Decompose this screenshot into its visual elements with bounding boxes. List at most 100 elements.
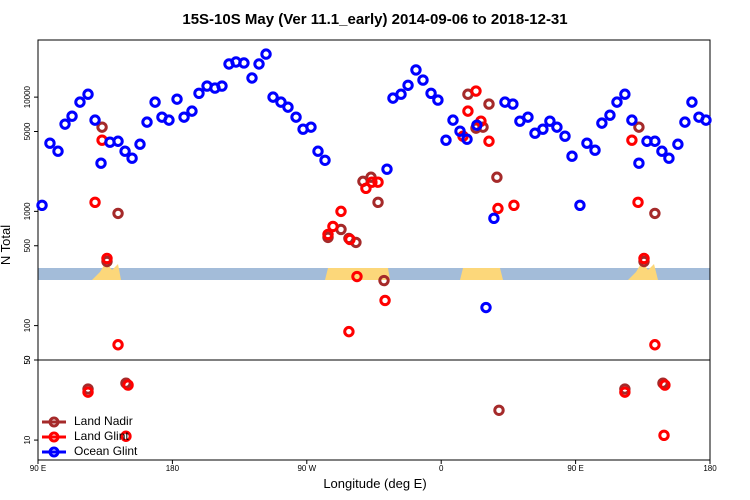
marker bbox=[360, 182, 372, 195]
marker bbox=[96, 121, 108, 133]
marker bbox=[488, 212, 500, 225]
marker bbox=[246, 72, 258, 84]
marker bbox=[581, 137, 593, 149]
x-tick-label: 90 W bbox=[297, 464, 316, 473]
x-tick-label: 180 bbox=[166, 464, 180, 473]
marker bbox=[470, 85, 482, 97]
marker bbox=[36, 199, 48, 212]
marker bbox=[238, 57, 250, 69]
marker bbox=[378, 274, 390, 287]
marker bbox=[402, 79, 414, 91]
marker bbox=[522, 111, 534, 123]
marker bbox=[454, 125, 466, 137]
x-tick-label: 90 E bbox=[30, 464, 46, 473]
marker bbox=[461, 133, 473, 145]
marker bbox=[649, 135, 661, 147]
legend-label: Ocean Glint bbox=[74, 444, 138, 458]
marker bbox=[686, 96, 698, 108]
marker bbox=[483, 135, 495, 147]
marker bbox=[112, 339, 124, 351]
marker bbox=[462, 105, 474, 117]
land-band bbox=[92, 262, 121, 280]
marker bbox=[275, 96, 287, 108]
land-band bbox=[460, 268, 503, 280]
chart-title: 15S-10S May (Ver 11.1_early) 2014-09-06 … bbox=[182, 11, 567, 28]
marker bbox=[507, 98, 519, 110]
marker bbox=[638, 252, 650, 265]
marker bbox=[89, 196, 101, 209]
marker bbox=[425, 87, 437, 100]
legend-marker bbox=[48, 431, 60, 443]
marker bbox=[663, 152, 675, 164]
marker bbox=[149, 96, 161, 108]
marker bbox=[163, 114, 175, 126]
marker bbox=[120, 430, 132, 442]
land-band bbox=[325, 268, 390, 280]
marker bbox=[417, 74, 429, 86]
marker bbox=[480, 301, 492, 314]
marker bbox=[193, 87, 205, 100]
marker bbox=[122, 379, 134, 391]
marker bbox=[395, 88, 407, 100]
x-axis-label: Longitude (deg E) bbox=[323, 476, 426, 491]
marker bbox=[335, 205, 347, 218]
marker bbox=[492, 202, 504, 215]
y-tick-label: 5000 bbox=[23, 122, 32, 140]
marker bbox=[589, 144, 601, 156]
y-tick-label: 50 bbox=[23, 355, 32, 364]
y-tick-label: 100 bbox=[23, 318, 32, 332]
marker bbox=[89, 114, 101, 126]
y-tick-label: 50 bbox=[23, 355, 32, 364]
marker bbox=[253, 58, 265, 70]
marker bbox=[372, 176, 384, 188]
marker bbox=[656, 145, 668, 157]
marker bbox=[366, 176, 378, 188]
marker bbox=[649, 207, 661, 220]
marker bbox=[566, 150, 578, 162]
marker bbox=[633, 157, 645, 169]
marker bbox=[343, 325, 355, 338]
marker bbox=[290, 111, 302, 123]
marker bbox=[322, 228, 334, 241]
marker bbox=[267, 91, 279, 103]
marker bbox=[432, 94, 444, 106]
marker bbox=[672, 138, 684, 150]
x-tick-label: 0 bbox=[439, 464, 444, 473]
marker bbox=[95, 157, 107, 169]
marker bbox=[282, 101, 294, 113]
land-band bbox=[628, 262, 658, 280]
marker bbox=[440, 134, 452, 146]
marker bbox=[658, 429, 670, 442]
y-axis-label: N Total bbox=[0, 225, 13, 265]
marker bbox=[447, 114, 459, 126]
marker bbox=[59, 118, 71, 130]
marker bbox=[327, 220, 339, 233]
x-tick-label: 180 bbox=[703, 464, 717, 473]
legend-label: Land Nadir bbox=[74, 414, 133, 428]
y-tick-label: 10000 bbox=[23, 85, 32, 108]
marker bbox=[305, 121, 317, 133]
marker bbox=[216, 80, 228, 92]
marker bbox=[471, 119, 483, 131]
marker bbox=[679, 116, 691, 128]
marker bbox=[632, 196, 644, 209]
marker bbox=[44, 137, 56, 149]
marker bbox=[119, 145, 131, 157]
legend-marker bbox=[48, 446, 60, 458]
marker bbox=[52, 145, 64, 157]
marker bbox=[551, 121, 563, 133]
marker bbox=[66, 110, 78, 122]
marker bbox=[112, 207, 124, 220]
x-tick-label: 90 E bbox=[567, 464, 583, 473]
marker bbox=[619, 386, 631, 398]
marker bbox=[626, 114, 638, 126]
marker bbox=[483, 98, 495, 110]
marker bbox=[372, 196, 384, 209]
marker bbox=[633, 121, 645, 133]
marker bbox=[596, 117, 608, 129]
marker bbox=[101, 252, 113, 265]
marker bbox=[171, 93, 183, 105]
marker bbox=[544, 115, 556, 127]
marker bbox=[649, 339, 661, 351]
